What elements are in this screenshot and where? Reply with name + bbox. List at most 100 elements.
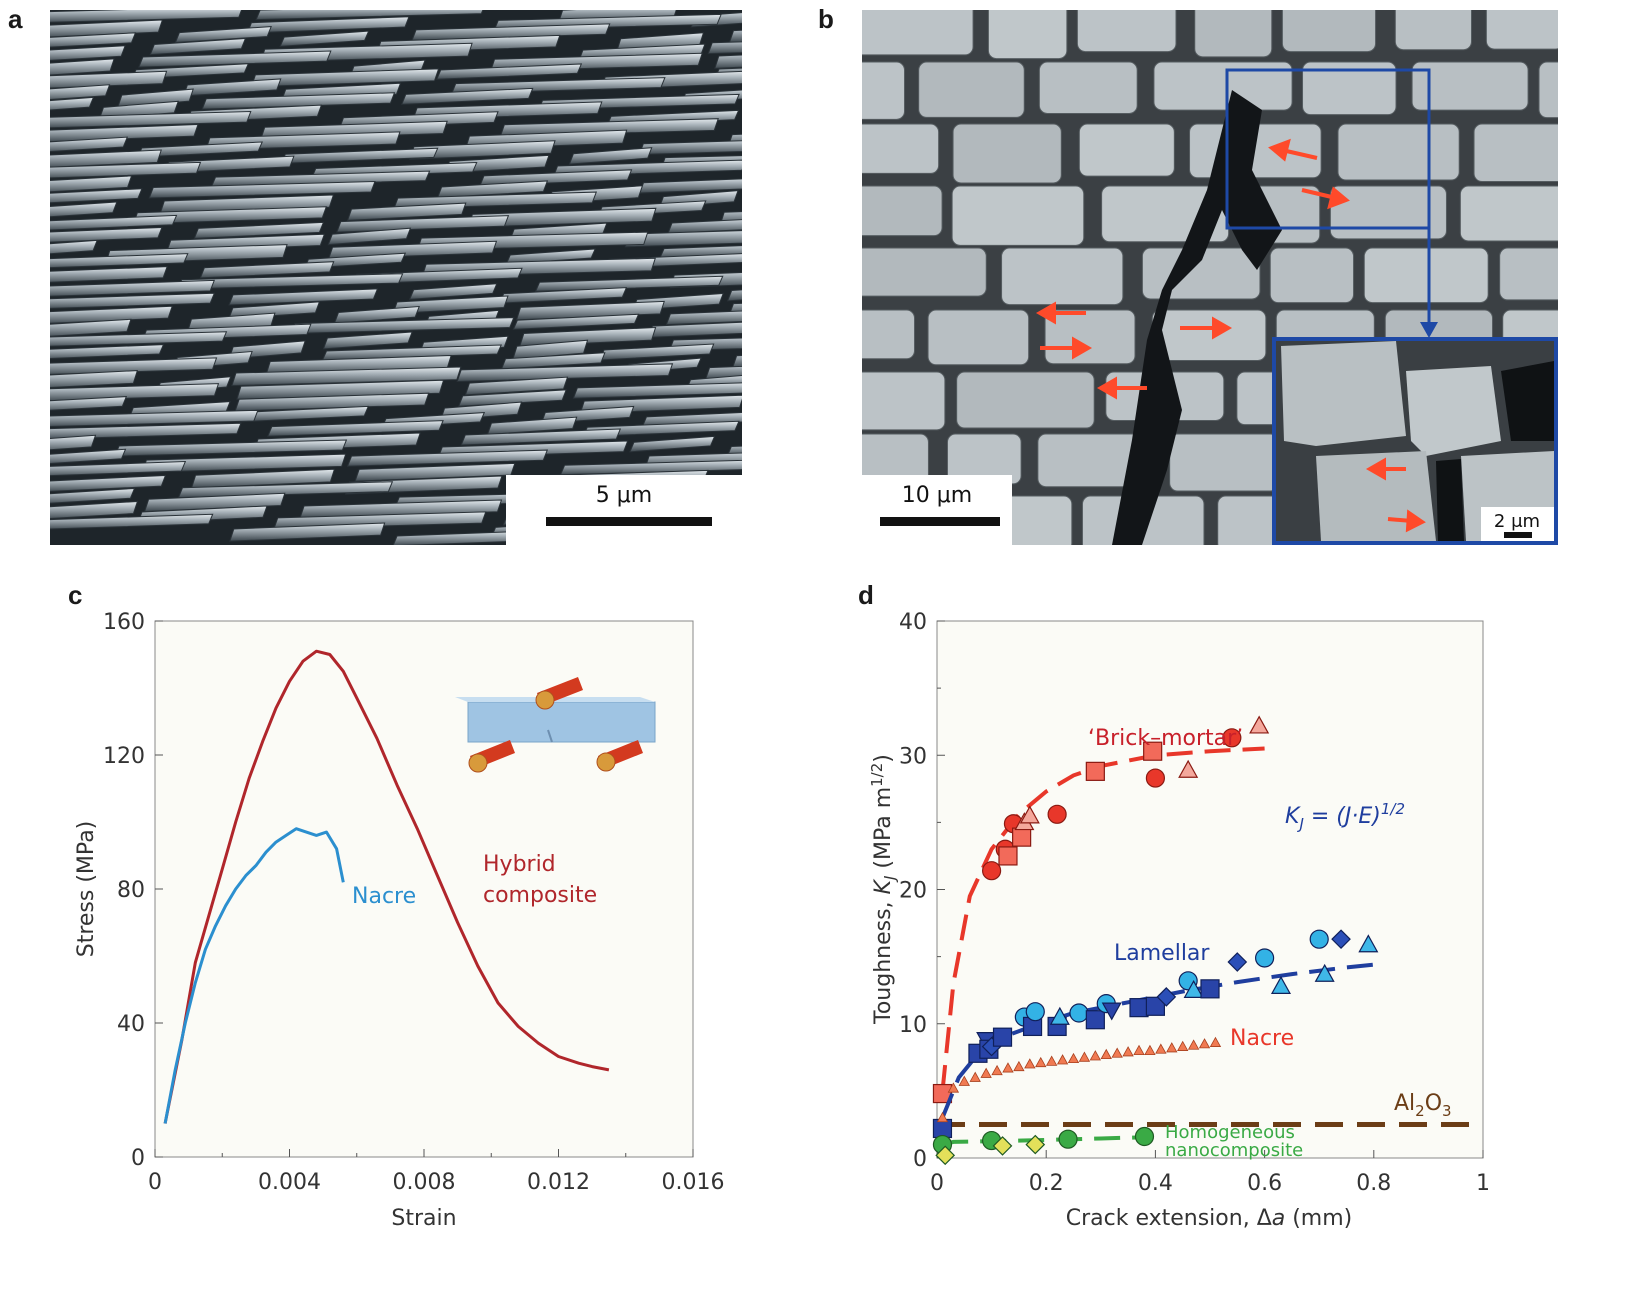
data-point-brick-mortar <box>1019 805 1040 824</box>
zoom-selection-box <box>1225 68 1431 230</box>
data-point-nacre <box>969 1071 981 1082</box>
scale-bar-b: 10 μm <box>862 475 1012 545</box>
series-label-homog-line2: nanocomposite <box>1165 1140 1303 1161</box>
data-point-lamellar <box>1309 929 1329 949</box>
data-point-lamellar <box>1314 963 1335 982</box>
data-point-homogeneous <box>1134 1126 1155 1147</box>
data-point-lamellar <box>1183 979 1204 998</box>
data-point-lamellar <box>1358 934 1379 953</box>
data-point-brick-mortar <box>998 846 1018 866</box>
data-point-nacre <box>958 1075 970 1086</box>
scale-bar-a: 5 μm <box>506 475 742 545</box>
series-label-lamellar: Lamellar <box>1114 941 1210 966</box>
y-axis-label-d: Toughness, KJ (MPa m1/2) <box>868 754 899 1025</box>
panel-a-letter: a <box>8 4 23 34</box>
data-point-nacre <box>1045 1055 1058 1066</box>
data-point-nacre <box>1122 1046 1134 1057</box>
x-axis-label-d: Crack extension, Δa (mm) <box>1066 1206 1353 1231</box>
data-point-nacre <box>1187 1039 1200 1050</box>
y-tick-label-d: 40 <box>899 610 927 635</box>
data-point-lamellar <box>1085 1010 1105 1030</box>
panel-d-letter: d <box>858 580 874 610</box>
data-point-brick-mortar <box>1145 768 1165 788</box>
x-tick-label-d: 0.8 <box>1356 1171 1391 1196</box>
data-point-brick-mortar <box>982 861 1002 881</box>
y-tick-label-d: 20 <box>899 879 927 904</box>
data-point-nacre <box>1144 1044 1156 1056</box>
x-tick-label-d: 0.4 <box>1138 1171 1173 1196</box>
data-point-homogeneous <box>992 1136 1013 1156</box>
data-point-brick-mortar <box>1085 761 1105 781</box>
data-point-lamellar <box>992 1027 1013 1047</box>
data-point-nacre <box>1035 1056 1047 1068</box>
x-tick-label-c: 0.008 <box>393 1170 456 1195</box>
equation-label: KJ = (J·E)1/2 <box>1285 800 1405 833</box>
data-point-nacre <box>1056 1054 1069 1065</box>
data-point-nacre <box>1198 1038 1211 1049</box>
data-point-brick-mortar <box>1012 827 1032 847</box>
y-tick-label-d: 30 <box>899 744 927 769</box>
x-tick-label-d: 0.6 <box>1247 1171 1282 1196</box>
data-point-lamellar <box>1129 998 1149 1018</box>
data-point-nacre <box>1111 1047 1123 1058</box>
inset-scale-label: 2 μm <box>1494 511 1540 532</box>
data-point-nacre <box>1089 1050 1102 1061</box>
data-point-lamellar <box>1101 1002 1122 1021</box>
data-point-lamellar <box>1270 975 1291 994</box>
panel-b-letter: b <box>818 4 834 34</box>
data-point-lamellar <box>1331 929 1351 950</box>
data-point-lamellar <box>1069 1003 1089 1023</box>
x-tick-label-c: 0.012 <box>527 1170 590 1195</box>
three-point-bending-icon <box>455 677 656 773</box>
data-point-lamellar <box>932 1118 953 1139</box>
series-label-homog-line1: Homogeneous <box>1165 1122 1295 1143</box>
data-point-lamellar <box>1049 1006 1070 1025</box>
x-tick-label-c: 0.004 <box>258 1170 321 1195</box>
series-line-nacre <box>163 827 345 1124</box>
data-point-nacre <box>1177 1040 1189 1051</box>
data-point-nacre <box>1002 1062 1014 1073</box>
layered-platelets-image <box>50 10 742 545</box>
y-tick-label-c: 0 <box>131 1146 145 1171</box>
data-point-nacre <box>1078 1051 1091 1062</box>
x-tick-label-d: 0 <box>930 1171 944 1196</box>
data-point-lamellar <box>1145 996 1165 1016</box>
x-tick-label-d: 0.2 <box>1029 1171 1064 1196</box>
data-point-nacre <box>991 1064 1003 1076</box>
data-point-homogeneous <box>1058 1129 1078 1149</box>
y-axis-label-c: Stress (MPa) <box>74 821 99 958</box>
data-point-lamellar <box>1025 1002 1045 1022</box>
y-tick-label-d: 0 <box>913 1147 927 1172</box>
data-point-nacre <box>1067 1052 1080 1064</box>
data-point-brick-mortar <box>1178 759 1199 778</box>
data-point-nacre <box>936 1111 949 1123</box>
data-point-brick-mortar <box>1047 804 1067 824</box>
data-point-nacre <box>1024 1058 1036 1069</box>
y-tick-label-c: 160 <box>103 610 145 635</box>
fit-line-brick-mortar <box>940 746 1265 1092</box>
panel-c-letter: c <box>68 580 83 610</box>
x-tick-label-d: 1 <box>1476 1171 1490 1196</box>
y-tick-label-c: 120 <box>103 744 145 769</box>
x-axis-label-c: Strain <box>391 1206 456 1231</box>
data-point-nacre <box>1133 1044 1145 1056</box>
data-point-lamellar <box>1255 948 1275 968</box>
chart-c: 0 0.004 0.008 0.012 0.016 0 40 80 120 160 Nacre H… <box>74 610 724 1231</box>
scale-bar-line-a <box>546 517 712 526</box>
data-point-homogeneous <box>935 1145 956 1166</box>
series-line-hybrid-composite <box>163 649 610 1124</box>
series-label-nacre-d: Nacre <box>1230 1026 1294 1051</box>
data-point-lamellar <box>1156 987 1177 1007</box>
data-point-brick-mortar <box>1143 741 1163 761</box>
y-tick-label-d: 10 <box>899 1013 927 1038</box>
sem-image-b: 2 μm 10 μm <box>862 10 1558 545</box>
data-point-lamellar <box>1227 952 1248 972</box>
series-label-brick: ‘Brick–mortar’ <box>1088 726 1243 751</box>
data-point-nacre <box>1209 1036 1222 1047</box>
y-tick-label-c: 80 <box>117 878 145 903</box>
series-label-hybrid-line1: Hybrid <box>483 852 556 877</box>
data-point-homogeneous <box>1025 1134 1046 1155</box>
scale-label-a: 5 μm <box>595 483 653 508</box>
data-point-nacre <box>1166 1042 1178 1053</box>
